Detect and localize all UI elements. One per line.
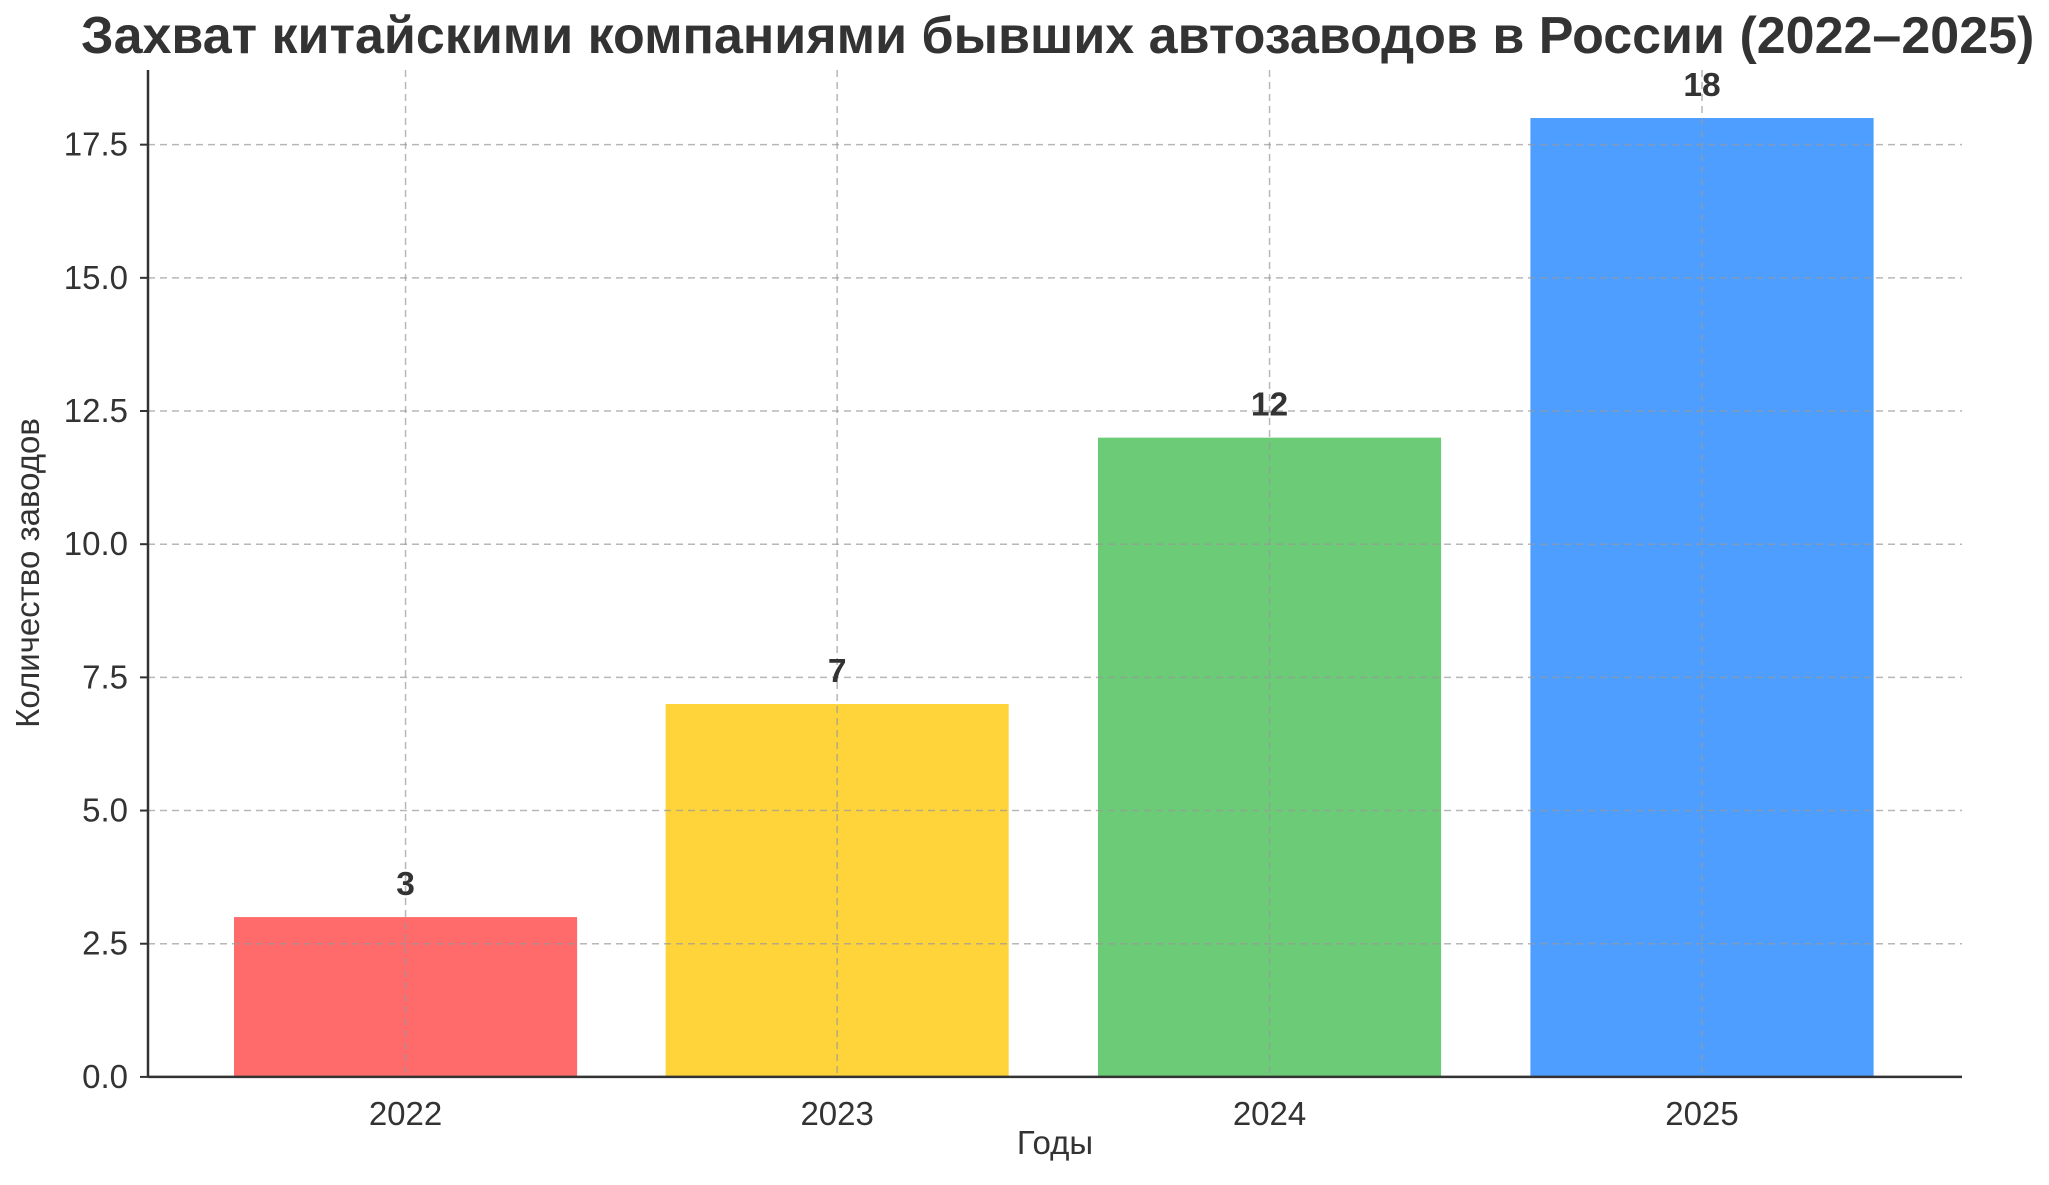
svg-text:5.0: 5.0: [82, 792, 128, 829]
svg-text:2025: 2025: [1665, 1095, 1738, 1132]
svg-text:12.5: 12.5: [64, 392, 128, 429]
svg-text:17.5: 17.5: [64, 126, 128, 163]
svg-text:2.5: 2.5: [82, 925, 128, 962]
svg-text:0.0: 0.0: [82, 1058, 128, 1095]
svg-text:2024: 2024: [1233, 1095, 1306, 1132]
svg-text:2022: 2022: [369, 1095, 442, 1132]
svg-text:3: 3: [396, 866, 415, 903]
svg-text:2023: 2023: [800, 1095, 873, 1132]
svg-text:15.0: 15.0: [64, 259, 128, 296]
svg-text:18: 18: [1683, 67, 1720, 104]
svg-text:7.5: 7.5: [82, 658, 128, 695]
svg-text:10.0: 10.0: [64, 525, 128, 562]
svg-text:7: 7: [828, 653, 847, 690]
svg-text:12: 12: [1251, 387, 1288, 424]
